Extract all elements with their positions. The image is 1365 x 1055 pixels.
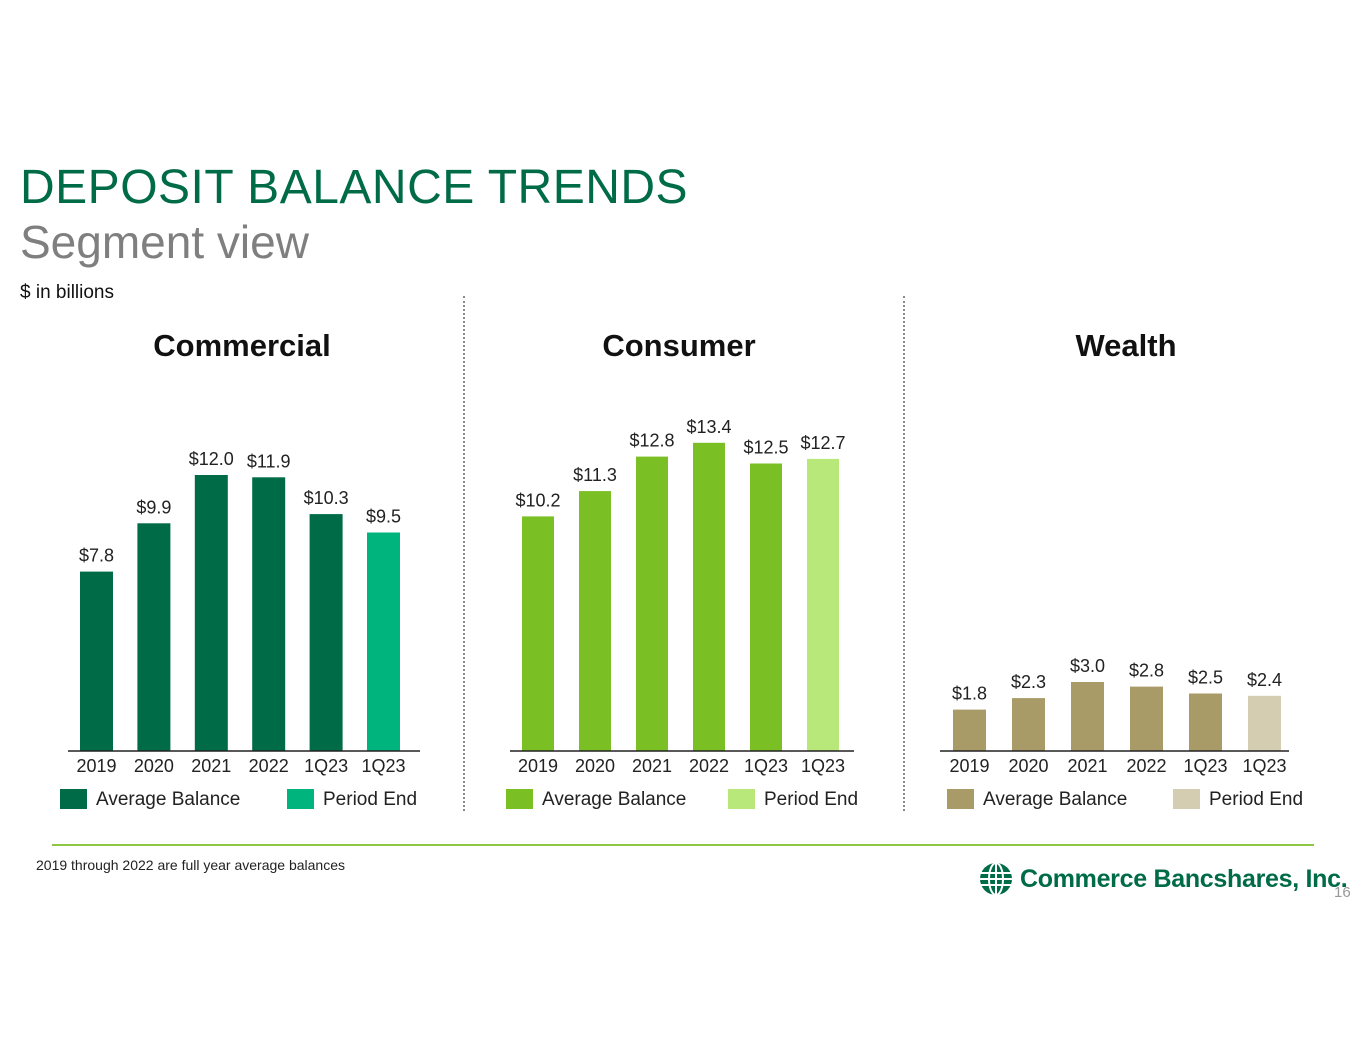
bar bbox=[252, 477, 286, 751]
legend-swatch bbox=[506, 789, 533, 809]
legend-swatch bbox=[60, 789, 87, 809]
data-label: $2.4 bbox=[1247, 670, 1282, 690]
data-label: $10.2 bbox=[515, 490, 560, 510]
tick-label: 1Q23 bbox=[744, 756, 788, 776]
footer-rule bbox=[52, 844, 1314, 846]
data-label: $12.5 bbox=[743, 438, 788, 458]
data-label: $12.7 bbox=[800, 433, 845, 453]
bar bbox=[367, 532, 400, 751]
commercial-chart-title: Commercial bbox=[153, 328, 331, 363]
bar bbox=[194, 475, 228, 751]
bar bbox=[137, 523, 171, 751]
bar bbox=[636, 456, 668, 751]
bar bbox=[750, 463, 782, 751]
data-label: $2.8 bbox=[1129, 661, 1164, 681]
data-label: $13.4 bbox=[686, 417, 731, 437]
bar bbox=[80, 571, 113, 751]
data-label: $10.3 bbox=[304, 488, 349, 508]
data-label: $2.3 bbox=[1011, 672, 1046, 692]
tick-label: 2020 bbox=[1008, 756, 1048, 776]
panel-divider bbox=[903, 296, 905, 811]
data-label: $12.0 bbox=[189, 449, 234, 469]
tick-label: 2022 bbox=[689, 756, 729, 776]
data-label: $7.8 bbox=[79, 546, 114, 566]
tick-label: 1Q23 bbox=[1242, 756, 1286, 776]
legend-label: Period End bbox=[323, 789, 417, 810]
tick-label: 1Q23 bbox=[801, 756, 845, 776]
bar bbox=[1071, 682, 1104, 751]
tick-label: 1Q23 bbox=[1183, 756, 1227, 776]
tick-label: 2022 bbox=[249, 756, 289, 776]
data-label: $9.9 bbox=[136, 497, 171, 517]
bar bbox=[1248, 695, 1281, 751]
wealth-chart-title: Wealth bbox=[1075, 328, 1177, 363]
legend-label: Average Balance bbox=[983, 789, 1127, 810]
legend-label: Period End bbox=[1209, 789, 1303, 810]
footnote: 2019 through 2022 are full year average … bbox=[36, 857, 345, 873]
bar bbox=[693, 442, 725, 751]
tick-label: 2019 bbox=[949, 756, 989, 776]
company-logo: Commerce Bancshares, Inc. bbox=[978, 860, 1348, 898]
data-label: $1.8 bbox=[952, 684, 987, 704]
page-number: 16 bbox=[1334, 884, 1351, 901]
legend-label: Average Balance bbox=[542, 789, 686, 810]
bar bbox=[1130, 686, 1163, 751]
legend-swatch bbox=[1173, 789, 1200, 809]
tick-label: 2021 bbox=[632, 756, 672, 776]
company-name: Commerce Bancshares, Inc. bbox=[1020, 864, 1348, 893]
bar bbox=[807, 458, 839, 751]
legend-label: Average Balance bbox=[96, 789, 240, 810]
units-note: $ in billions bbox=[20, 282, 114, 303]
tick-label: 2022 bbox=[1126, 756, 1166, 776]
bar bbox=[1189, 693, 1222, 751]
consumer-chart-title: Consumer bbox=[602, 328, 756, 363]
data-label: $2.5 bbox=[1188, 668, 1223, 688]
consumer-bar-chart: $10.2 2019 $11.3 2020 $12.8 2021 $13.4 2022 $12.… bbox=[506, 417, 858, 810]
tick-label: 2020 bbox=[134, 756, 174, 776]
bar bbox=[1012, 698, 1045, 751]
bar bbox=[953, 709, 986, 751]
commercial-bar-chart: $7.8 2019 $9.9 2020 $12.0 2021 $11.9 2022 $10.3 1… bbox=[60, 449, 420, 810]
data-label: $3.0 bbox=[1070, 656, 1105, 676]
legend-swatch bbox=[728, 789, 755, 809]
globe-icon bbox=[980, 862, 1012, 896]
tick-label: 2021 bbox=[1067, 756, 1107, 776]
wealth-bar-chart: $1.8 2019 $2.3 2020 $3.0 2021 $2.8 2022 $2.5 1Q23… bbox=[940, 656, 1303, 810]
bar bbox=[522, 516, 554, 751]
tick-label: 2019 bbox=[76, 756, 116, 776]
data-label: $11.3 bbox=[573, 465, 617, 485]
page-title: DEPOSIT BALANCE TRENDS bbox=[20, 161, 689, 214]
legend-swatch bbox=[947, 789, 974, 809]
data-label: $12.8 bbox=[629, 431, 674, 451]
legend-label: Period End bbox=[764, 789, 858, 810]
bar bbox=[309, 514, 343, 751]
tick-label: 1Q23 bbox=[304, 756, 348, 776]
data-label: $11.9 bbox=[247, 451, 291, 471]
tick-label: 2021 bbox=[191, 756, 231, 776]
data-label: $9.5 bbox=[366, 507, 401, 527]
tick-label: 2020 bbox=[575, 756, 615, 776]
tick-label: 1Q23 bbox=[361, 756, 405, 776]
tick-label: 2019 bbox=[518, 756, 558, 776]
page-subtitle: Segment view bbox=[20, 216, 309, 268]
legend-swatch bbox=[287, 789, 314, 809]
panel-divider bbox=[463, 296, 465, 811]
bar bbox=[579, 491, 611, 751]
